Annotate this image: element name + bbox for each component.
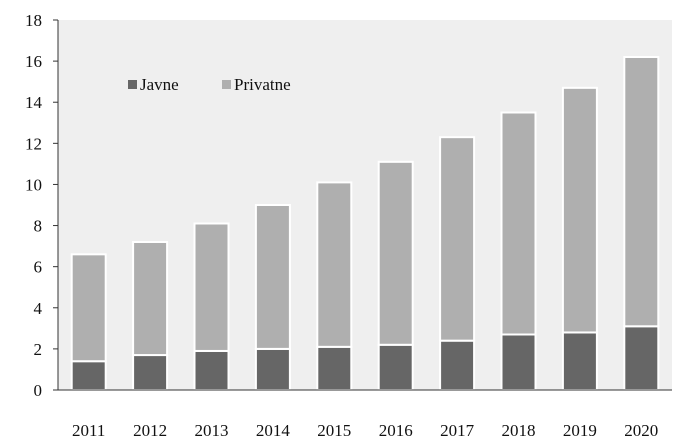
x-tick-label: 2012 xyxy=(133,421,167,438)
bar-javne-2013 xyxy=(193,349,230,392)
y-tick-label: 18 xyxy=(25,11,42,30)
bar-privatne-2020 xyxy=(623,56,660,328)
x-axis: 2011 2012 2013 2014 2015 2016 2017 2018 2019 2020 xyxy=(58,389,672,438)
bar-privatne-2012 xyxy=(132,241,169,357)
bar-javne-2011 xyxy=(70,360,107,392)
x-tick-label: 2014 xyxy=(256,421,291,438)
x-tick-label: 2015 xyxy=(317,421,351,438)
x-tick-label: 2020 xyxy=(624,421,658,438)
y-tick-label: 6 xyxy=(34,258,43,277)
bar-javne-2019 xyxy=(561,331,598,392)
y-tick-label: 12 xyxy=(25,134,42,153)
bar-privatne-2018 xyxy=(500,111,537,336)
legend: Javne Privatne xyxy=(128,75,291,94)
bar-javne-2012 xyxy=(132,354,169,391)
y-tick-label: 8 xyxy=(34,217,43,236)
y-tick-label: 10 xyxy=(25,175,42,194)
x-tick-label: 2018 xyxy=(502,421,536,438)
legend-label-javne: Javne xyxy=(140,75,179,94)
bar-javne-2015 xyxy=(316,345,353,392)
bar-javne-2020 xyxy=(623,325,660,391)
bar-privatne-2017 xyxy=(439,136,476,342)
legend-swatch-javne xyxy=(128,80,137,89)
y-tick-label: 4 xyxy=(34,299,43,318)
x-tick-label: 2011 xyxy=(72,421,105,438)
bar-javne-2014 xyxy=(254,347,291,391)
bar-javne-2017 xyxy=(439,339,476,391)
y-axis: 0 2 4 6 8 10 12 14 16 18 xyxy=(25,11,59,400)
bars xyxy=(70,56,660,392)
y-tick-label: 16 xyxy=(25,52,42,71)
x-tick-label: 2013 xyxy=(195,421,229,438)
legend-label-privatne: Privatne xyxy=(234,75,291,94)
bar-javne-2018 xyxy=(500,333,537,391)
bar-privatne-2015 xyxy=(316,181,353,348)
legend-swatch-privatne xyxy=(222,80,231,89)
x-tick-label: 2017 xyxy=(440,421,475,438)
y-tick-label: 2 xyxy=(34,340,43,359)
bar-privatne-2011 xyxy=(70,253,107,363)
bar-privatne-2019 xyxy=(561,86,598,334)
x-tick-label: 2016 xyxy=(379,421,413,438)
bar-privatne-2016 xyxy=(377,160,414,346)
y-tick-label: 14 xyxy=(25,93,43,112)
x-tick-label: 2019 xyxy=(563,421,597,438)
bar-javne-2016 xyxy=(377,343,414,391)
bar-privatne-2014 xyxy=(254,204,291,350)
y-tick-label: 0 xyxy=(34,381,43,400)
bar-privatne-2013 xyxy=(193,222,230,352)
